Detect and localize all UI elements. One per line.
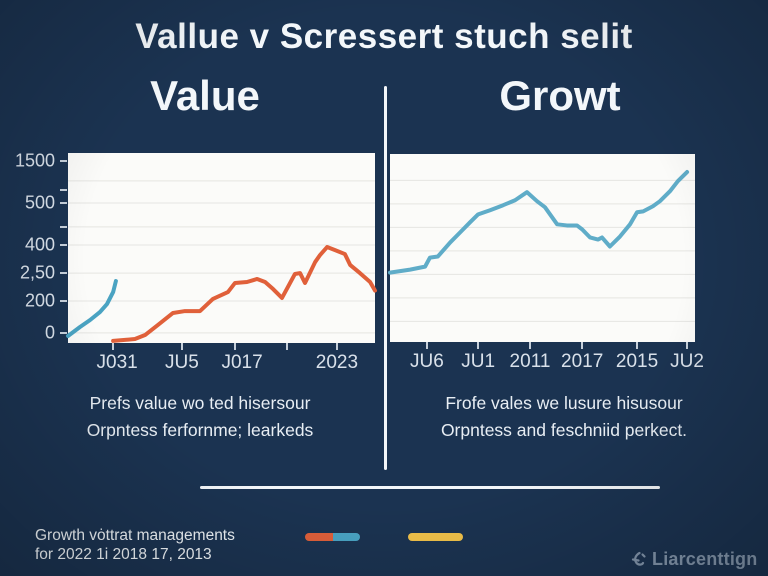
footnote: Growth vȯttrat managements for 2022 1i 2… xyxy=(35,526,235,564)
x-axis-label: 2011 xyxy=(509,351,551,372)
y-tick-mark xyxy=(60,225,67,228)
growth-chart: JU6 JU1 2011 2017 2015 JU2 xyxy=(390,154,704,372)
x-tick-mark xyxy=(686,342,689,349)
x-tick-mark xyxy=(425,342,428,349)
x-tick-mark xyxy=(581,342,584,349)
y-tick-mark xyxy=(60,243,67,246)
blue-growth-line-series xyxy=(390,172,687,273)
y-axis-label: 400 xyxy=(24,234,55,255)
teal-short-line-series xyxy=(68,281,116,336)
right-caption: Frofe vales we lusure hisusour Orpntess … xyxy=(398,390,730,444)
y-axis-label: 200 xyxy=(24,290,55,311)
vertical-divider xyxy=(384,86,387,470)
legend-blue-segment xyxy=(332,533,360,541)
right-caption-line1: Frofe vales we lusure hisusour xyxy=(445,393,683,413)
x-axis-label: 2015 xyxy=(615,351,659,372)
x-axis-label: J017 xyxy=(221,352,263,373)
value-chart-x-axis: J031 JU5 J017 2023 xyxy=(68,343,375,377)
x-tick-mark xyxy=(285,343,288,350)
x-axis-label: J031 xyxy=(96,352,138,373)
footnote-line2: for 2022 1i 2018 17, 2013 xyxy=(35,546,212,563)
x-tick-mark xyxy=(528,342,531,349)
main-title: Vallue v Scressert stuch selit xyxy=(135,17,633,56)
y-axis-label: 0 xyxy=(44,322,55,343)
brand-name: Liarcenttign xyxy=(652,549,758,569)
right-caption-line2: Orpntess and feschniid perkect. xyxy=(440,420,688,440)
x-tick-mark xyxy=(636,342,639,349)
x-axis-label: JU5 xyxy=(164,352,199,373)
left-caption: Prefs value wo ted hisersour Orpntess fe… xyxy=(30,390,370,444)
left-panel-header: Value xyxy=(150,72,260,119)
x-axis-label: 2017 xyxy=(561,351,604,372)
brand-logo-icon xyxy=(631,551,646,566)
x-axis-label: 2023 xyxy=(315,352,359,373)
value-chart-canvas xyxy=(68,153,375,343)
x-axis-label: JU1 xyxy=(461,351,496,372)
y-axis-label: 1500 xyxy=(14,150,55,171)
footnote-line1: Growth vȯttrat managements xyxy=(35,527,235,544)
left-caption-line2: Orpntess ferfornme; learkeds xyxy=(86,420,314,440)
right-panel-header: Growt xyxy=(499,72,621,119)
y-tick-mark xyxy=(60,300,67,302)
x-tick-mark xyxy=(112,343,115,350)
growth-chart-x-axis: JU6 JU1 2011 2017 2015 JU2 xyxy=(390,342,704,376)
y-tick-mark xyxy=(60,159,67,162)
x-tick-mark xyxy=(477,342,480,349)
x-tick-mark xyxy=(234,343,236,350)
x-tick-mark xyxy=(180,343,183,350)
y-tick-mark xyxy=(60,201,67,204)
growth-chart-canvas xyxy=(390,154,695,342)
value-chart: 1500 500 400 2,50 200 0 J031 JU5 J017 2023 xyxy=(15,150,375,373)
y-axis-label: 2,50 xyxy=(19,262,55,283)
y-tick-mark xyxy=(60,272,67,275)
x-axis-label: JU6 xyxy=(409,351,444,372)
x-tick-mark xyxy=(335,343,338,350)
legend-orange-segment xyxy=(305,533,333,541)
brand: Liarcenttign xyxy=(630,549,757,570)
value-chart-y-axis: 1500 500 400 2,50 200 0 xyxy=(0,150,68,343)
legend-pill-yellow xyxy=(408,533,463,541)
left-caption-line1: Prefs value wo ted hisersour xyxy=(89,393,311,413)
y-tick-mark xyxy=(60,189,67,192)
horizontal-divider xyxy=(200,486,660,489)
orange-long-line-series xyxy=(113,247,375,341)
y-tick-mark xyxy=(60,331,67,334)
legend-pill-orange-blue xyxy=(305,533,360,541)
y-axis-label: 500 xyxy=(24,192,55,213)
x-axis-label: JU2 xyxy=(670,351,704,372)
